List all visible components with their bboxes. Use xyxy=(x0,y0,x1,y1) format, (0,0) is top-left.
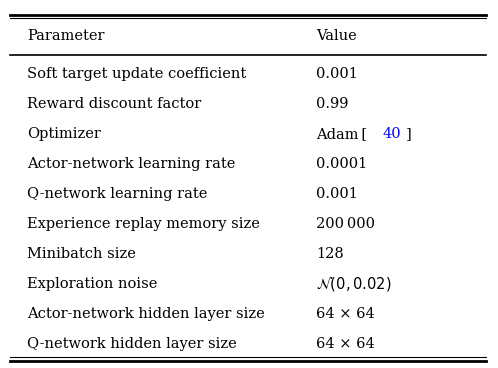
Text: 0.0001: 0.0001 xyxy=(316,157,368,171)
Text: 40: 40 xyxy=(382,127,401,141)
Text: Exploration noise: Exploration noise xyxy=(27,277,158,291)
Text: Adam [: Adam [ xyxy=(316,127,368,141)
Text: Parameter: Parameter xyxy=(27,29,105,43)
Text: Value: Value xyxy=(316,29,357,43)
Text: Experience replay memory size: Experience replay memory size xyxy=(27,217,260,231)
Text: Q-network learning rate: Q-network learning rate xyxy=(27,187,208,201)
Text: 128: 128 xyxy=(316,247,344,261)
Text: Soft target update coefficient: Soft target update coefficient xyxy=(27,67,247,81)
Text: 0.001: 0.001 xyxy=(316,187,358,201)
Text: Minibatch size: Minibatch size xyxy=(27,247,136,261)
Text: $\mathcal{N}(0, 0.02)$: $\mathcal{N}(0, 0.02)$ xyxy=(316,275,392,293)
Text: 0.001: 0.001 xyxy=(316,67,358,81)
Text: 64 × 64: 64 × 64 xyxy=(316,307,375,321)
Text: Q-network hidden layer size: Q-network hidden layer size xyxy=(27,337,237,351)
Text: ]: ] xyxy=(406,127,412,141)
Text: Actor-network hidden layer size: Actor-network hidden layer size xyxy=(27,307,265,321)
Text: 0.99: 0.99 xyxy=(316,97,349,111)
Text: Optimizer: Optimizer xyxy=(27,127,101,141)
Text: Actor-network learning rate: Actor-network learning rate xyxy=(27,157,236,171)
Text: 64 × 64: 64 × 64 xyxy=(316,337,375,351)
Text: Reward discount factor: Reward discount factor xyxy=(27,97,202,111)
Text: 200 000: 200 000 xyxy=(316,217,375,231)
